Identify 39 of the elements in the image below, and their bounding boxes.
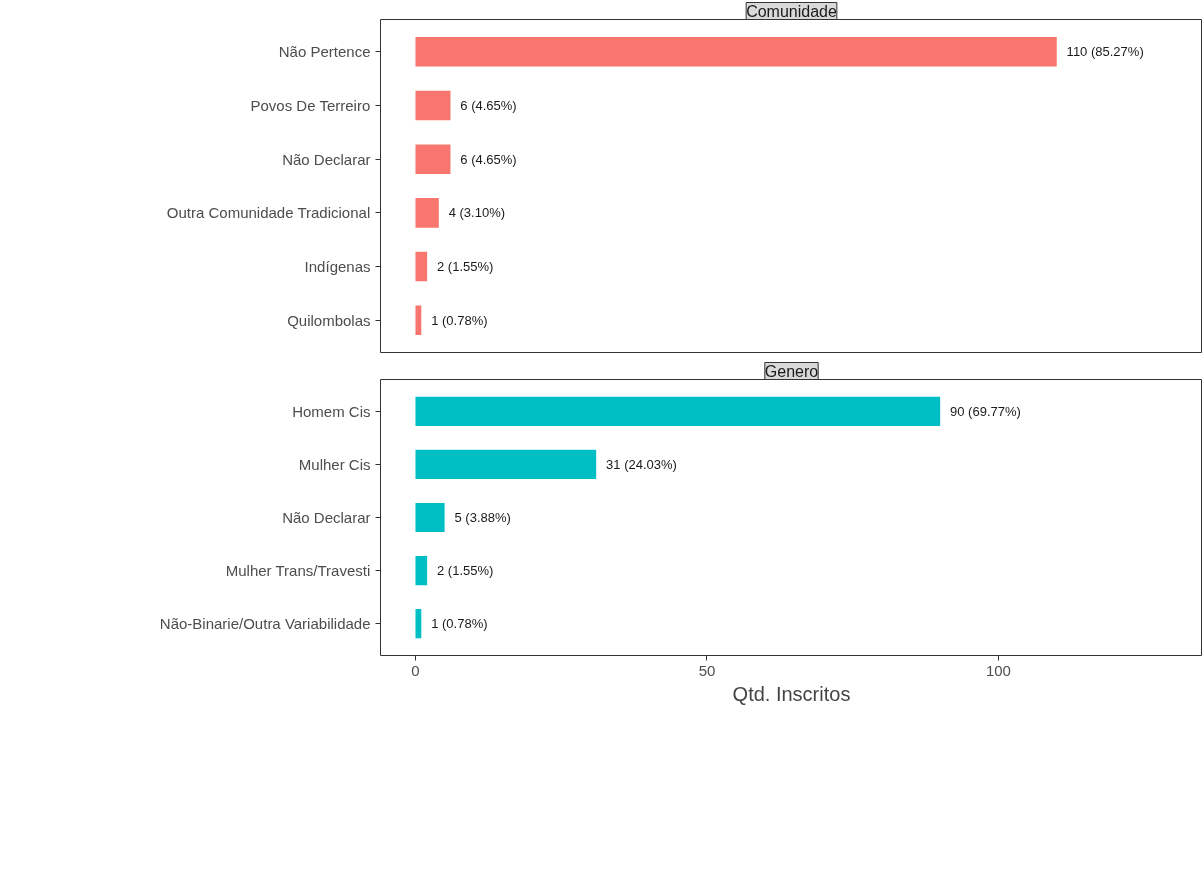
bar: [415, 449, 597, 480]
data-label: 90 (69.77%): [950, 403, 1021, 419]
bar: [415, 396, 941, 426]
data-label: 31 (24.03%): [606, 456, 677, 472]
data-label: 4 (3.10%): [448, 205, 506, 221]
y-tick-label: Outra Comunidade Tradicional: [166, 204, 371, 222]
x-tick-label: 0: [411, 661, 420, 679]
bar: [415, 36, 1057, 67]
y-tick-label: Não Declarar: [282, 509, 371, 526]
y-tick-label: Povos De Terreiro: [250, 96, 371, 114]
bar: [415, 305, 422, 336]
bar: [415, 502, 445, 533]
data-label: 110 (85.27%): [1066, 44, 1144, 60]
bar: [415, 90, 451, 121]
y-tick-label: Quilombolas: [287, 311, 371, 329]
y-tick-label: Homem Cis: [292, 402, 371, 420]
data-label: 1 (0.78%): [431, 616, 488, 632]
y-tick-label: Não Pertence: [278, 43, 371, 61]
bar: [415, 251, 428, 282]
bar: [415, 609, 422, 639]
chart-title: Comunidade: [746, 2, 837, 20]
data-label: 6 (4.65%): [460, 97, 517, 113]
data-label: 2 (1.55%): [437, 259, 494, 275]
y-tick-label: Não-Binarie/Outra Variabilidade: [159, 615, 371, 633]
bar: [415, 144, 451, 174]
x-axis-title: Qtd. Inscritos: [732, 682, 851, 705]
y-tick-label: Indígenas: [304, 258, 371, 276]
y-tick-label: Mulher Cis: [298, 455, 371, 473]
y-tick-label: Não Declarar: [282, 150, 371, 168]
bar: [415, 198, 439, 228]
x-tick-label: 100: [985, 661, 1011, 679]
x-tick-label: 50: [698, 661, 716, 679]
data-label: 6 (4.65%): [460, 151, 517, 167]
y-tick-label: Mulher Trans/Travesti: [225, 562, 371, 580]
data-label: 1 (0.78%): [431, 312, 488, 328]
data-label: 2 (1.55%): [437, 563, 494, 579]
data-label: 5 (3.88%): [454, 510, 511, 525]
bar: [415, 555, 428, 586]
chart-title: Genero: [764, 362, 819, 380]
